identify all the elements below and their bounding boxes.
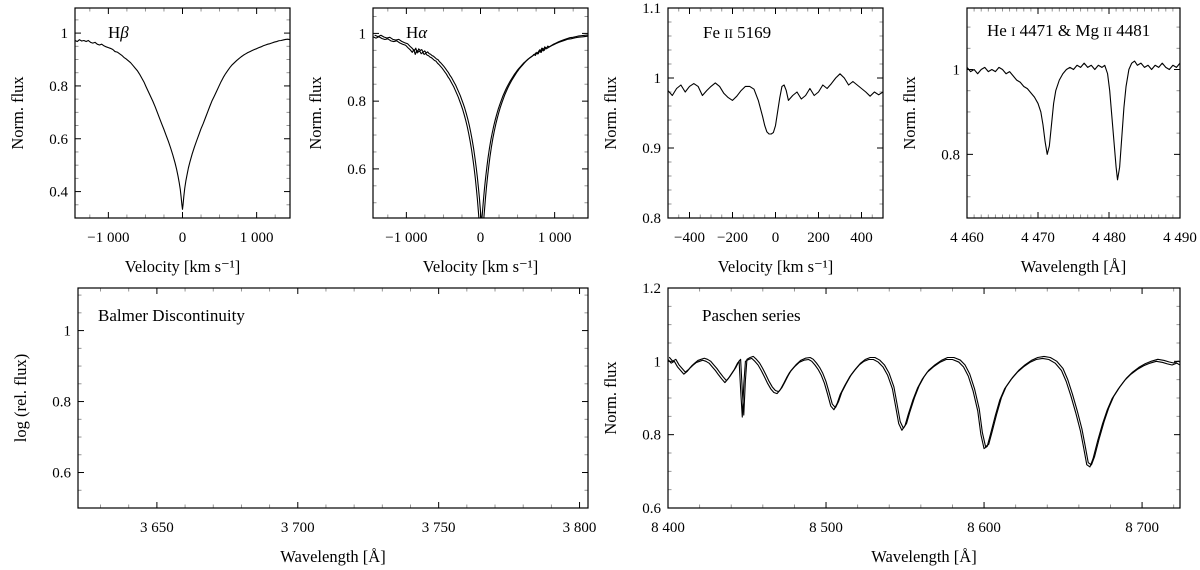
feii5169-x-axis-title: Velocity [km s⁻¹] (718, 257, 833, 276)
y-tick-label: 0.6 (347, 162, 366, 178)
panel-feii5169: −400 −200 0 200 400 0.8 0.9 1 1.1 Fe II 5169 Veloc… (601, 1, 884, 276)
y-tick-label: 0.6 (642, 501, 661, 517)
hei4471-mgii4481-y-axis-title: Norm. flux (900, 76, 919, 150)
x-tick-label: −200 (717, 230, 748, 246)
hbeta-spectrum-line (75, 38, 290, 210)
x-tick-label: 8 600 (967, 520, 1001, 536)
x-tick-label: 1 000 (240, 230, 274, 246)
panel-paschen-series: 8 400 8 500 8 600 8 700 0.6 0.8 1 1.2 Paschen se… (601, 281, 1181, 566)
x-tick-label: 200 (807, 230, 830, 246)
hbeta-y-axis-title: Norm. flux (8, 76, 27, 150)
x-tick-label: 3 650 (140, 520, 174, 536)
y-tick-label: 0.6 (52, 466, 71, 482)
plot-frame (77, 287, 589, 509)
y-tick-label: 0.8 (347, 94, 366, 110)
plot-frame (966, 7, 1181, 219)
hei4471-mgii4481-spectrum-line (967, 60, 1180, 181)
x-tick-label: 4 480 (1092, 230, 1126, 246)
paschen-series-spectrum-line-2 (668, 355, 1180, 466)
x-tick-label: 3 800 (563, 520, 597, 536)
x-tick-label: 0 (772, 230, 780, 246)
hei4471-mgii4481-panel-label: He I 4471 & Mg II 4481 (987, 21, 1150, 40)
balmer-discontinuity-panel-label: Balmer Discontinuity (98, 306, 245, 325)
paschen-series-panel-label: Paschen series (702, 306, 801, 325)
x-tick-label: 1 000 (538, 230, 572, 246)
halpha-x-axis-title: Velocity [km s⁻¹] (423, 257, 538, 276)
y-tick-label: 1.2 (642, 281, 661, 297)
y-tick-label: 1 (61, 26, 69, 42)
halpha-spectrum-line-2 (374, 34, 588, 218)
plot-frame (74, 7, 291, 219)
y-tick-label: 0.9 (642, 141, 661, 157)
y-tick-label: 0.8 (941, 147, 960, 163)
x-tick-label: 4 490 (1163, 230, 1197, 246)
y-tick-label: 0.8 (642, 428, 661, 444)
halpha-panel-label: Hα (406, 23, 428, 42)
feii5169-y-axis-title: Norm. flux (601, 76, 620, 150)
halpha-y-axis-title: Norm. flux (306, 76, 325, 150)
y-tick-label: 1 (654, 71, 662, 87)
hbeta-panel-label: Hβ (108, 23, 129, 42)
panel-balmer-discontinuity: 3 650 3 700 3 750 3 800 0.6 0.8 1 Balmer Discon… (11, 287, 597, 566)
y-tick-label: 0.4 (49, 185, 68, 201)
paschen-series-spectrum-line (668, 357, 1180, 468)
y-tick-label: 0.8 (49, 79, 68, 95)
plot-frame (667, 7, 884, 219)
x-tick-label: 8 400 (651, 520, 685, 536)
x-tick-label: 400 (850, 230, 873, 246)
balmer-discontinuity-x-axis-title: Wavelength [Å] (280, 547, 385, 566)
y-tick-label: 0.8 (52, 395, 71, 411)
x-tick-label: 4 460 (950, 230, 984, 246)
halpha-spectrum-line (373, 35, 588, 218)
x-tick-label: 8 700 (1125, 520, 1159, 536)
hei4471-mgii4481-x-axis-title: Wavelength [Å] (1021, 257, 1126, 276)
x-tick-label: −1 000 (385, 230, 427, 246)
y-tick-label: 1 (359, 26, 367, 42)
feii5169-spectrum-line (668, 73, 883, 135)
x-tick-label: 3 700 (281, 520, 315, 536)
x-tick-label: 0 (477, 230, 485, 246)
paschen-series-y-axis-title: Norm. flux (601, 361, 620, 435)
y-tick-label: 1 (953, 63, 961, 79)
balmer-discontinuity-y-axis-title: log (rel. flux) (11, 354, 30, 442)
panel-hbeta: −1 000 0 1 000 0.4 0.6 0.8 1 Hβ Velocity [km s⁻¹… (8, 7, 291, 276)
panel-hei4471-mgii4481: 4 460 4 470 4 480 4 490 0.8 1 He I 4471 & Mg I… (900, 7, 1197, 276)
x-tick-label: −1 000 (87, 230, 129, 246)
x-tick-label: 8 500 (809, 520, 843, 536)
y-tick-label: 0.8 (642, 211, 661, 227)
paschen-series-x-axis-title: Wavelength [Å] (871, 547, 976, 566)
panel-halpha: −1 000 0 1 000 0.6 0.8 1 Hα Velocity [km s⁻¹] No… (306, 7, 589, 276)
y-tick-label: 1.1 (642, 1, 661, 17)
feii5169-panel-label: Fe II 5169 (703, 23, 771, 42)
x-tick-label: 4 470 (1021, 230, 1055, 246)
x-tick-label: −400 (674, 230, 705, 246)
y-tick-label: 0.6 (49, 132, 68, 148)
y-tick-label: 1 (64, 324, 72, 340)
x-tick-label: 3 750 (422, 520, 456, 536)
x-tick-label: 0 (179, 230, 187, 246)
plot-frame (667, 287, 1181, 509)
hbeta-x-axis-title: Velocity [km s⁻¹] (125, 257, 240, 276)
y-tick-label: 1 (654, 354, 662, 370)
